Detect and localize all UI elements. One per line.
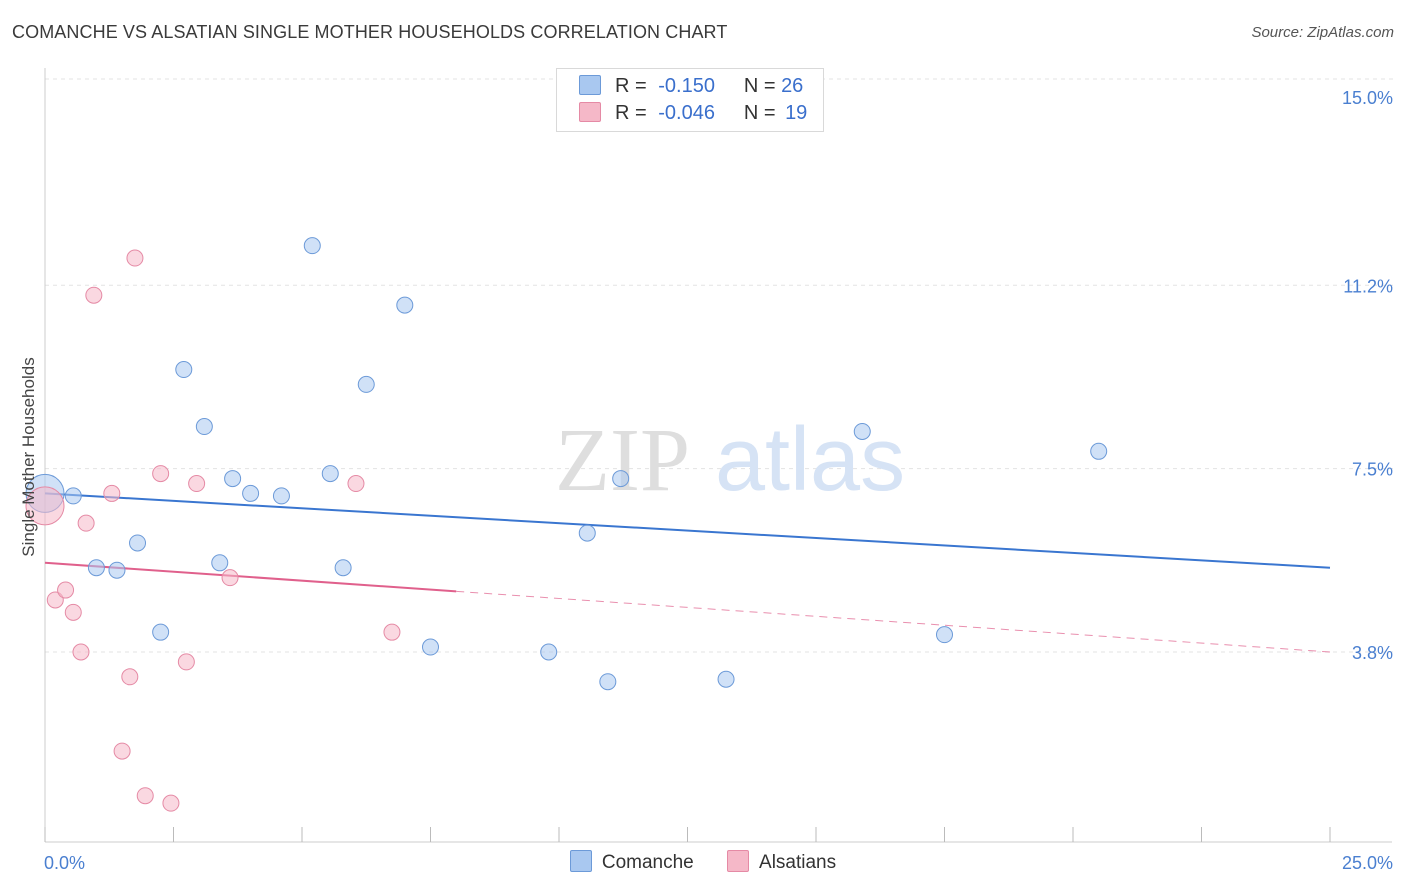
watermark: ZIP atlas [555, 410, 905, 510]
legend-r-label: R = [615, 102, 647, 124]
data-point-comanche [936, 626, 953, 644]
series-legend-label: Comanche [601, 852, 694, 873]
data-point-comanche [717, 670, 735, 688]
series-swatch-alsatians [727, 850, 750, 872]
y-tick-label: 11.2% [1343, 276, 1393, 296]
data-point-alsatians [103, 484, 121, 502]
axes [44, 68, 1392, 843]
data-point-comanche [422, 638, 439, 656]
data-point-alsatians [383, 623, 401, 641]
legend-row-comanche: R = -0.150 N = 26 [579, 75, 803, 101]
watermark-zip: ZIP [555, 411, 690, 510]
data-point-alsatians [188, 475, 206, 493]
data-point-alsatians [57, 581, 75, 599]
grid [45, 78, 1395, 653]
legend-n-label: N = [743, 75, 776, 97]
trend-lines [44, 492, 1331, 653]
data-point-alsatians [136, 787, 154, 805]
data-point-alsatians [85, 286, 103, 304]
data-point-alsatians [221, 569, 239, 587]
trend-line-dashed-alsatians [456, 590, 1331, 653]
data-point-comanche [540, 643, 558, 661]
legend-swatch-alsatians [579, 102, 601, 122]
legend-n-label: N = [743, 102, 776, 124]
y-tick-label: 7.5% [1352, 460, 1393, 480]
legend-r-label: R = [615, 75, 647, 97]
data-point-comanche [612, 470, 630, 488]
data-point-alsatians [126, 249, 144, 267]
watermark-atlas: atlas [715, 410, 905, 510]
series-legend-comanche[interactable]: Comanche [569, 850, 694, 874]
data-point-alsatians [72, 643, 90, 661]
legend-n-value: 19 [785, 102, 808, 124]
data-point-comanche [64, 487, 82, 505]
data-point-comanche [396, 296, 414, 314]
data-point-comanche [334, 559, 352, 577]
legend-n-value: 26 [781, 75, 804, 97]
data-point-comanche [195, 418, 213, 436]
series-legend-alsatians[interactable]: Alsatians [727, 850, 836, 874]
data-point-comanche [175, 361, 193, 379]
data-point-comanche [152, 623, 170, 641]
x-tick-label: 25.0% [1342, 853, 1393, 873]
data-point-comanche [242, 484, 260, 502]
data-point-comanche [321, 465, 339, 483]
data-point-alsatians [64, 603, 82, 621]
data-point-alsatians [121, 668, 139, 686]
data-point-comanche [303, 237, 321, 255]
y-axis-label: Single Mother Households [19, 357, 38, 556]
data-point-comanche [108, 561, 126, 579]
data-point-alsatians [152, 465, 170, 483]
data-point-alsatians [113, 742, 131, 760]
data-point-comanche [129, 534, 147, 552]
source-label: Source: ZipAtlas.com [1251, 24, 1394, 41]
chart-title: COMANCHE VS ALSATIAN SINGLE MOTHER HOUSE… [12, 22, 728, 42]
series-legend-label: Alsatians [759, 852, 837, 873]
correlation-legend: R = -0.150 N = 26 R = -0.046 N = 19 [556, 68, 824, 132]
legend-swatch-comanche [579, 75, 601, 95]
y-tick-label: 15.0% [1342, 88, 1393, 108]
data-point-alsatians [46, 591, 64, 609]
data-point-comanche [853, 422, 871, 440]
data-point-comanche [578, 524, 596, 542]
y-tick-label: 3.8% [1352, 643, 1393, 663]
data-point-comanche [599, 673, 617, 691]
data-point-alsatians [77, 514, 95, 532]
series-legend: Comanche Alsatians [0, 850, 1406, 874]
data-point-alsatians [177, 653, 195, 671]
data-point-comanche [211, 554, 229, 572]
legend-r-value: -0.150 [658, 75, 715, 97]
data-point-alsatians [25, 486, 65, 526]
data-point-comanche [87, 559, 105, 577]
data-point-comanche [272, 487, 290, 505]
x-tick-label: 0.0% [44, 853, 85, 873]
data-points [25, 237, 1108, 812]
tick-labels: 15.0% 11.2% 7.5% 3.8% 0.0% 25.0% [44, 88, 1393, 873]
data-point-comanche [1090, 442, 1108, 460]
legend-r-value: -0.046 [658, 102, 715, 124]
trend-line-comanche [44, 492, 1331, 569]
data-point-comanche [357, 375, 375, 393]
data-point-alsatians [162, 794, 180, 812]
series-swatch-comanche [569, 850, 592, 872]
data-point-comanche [224, 470, 242, 488]
trend-line-alsatians [44, 561, 457, 593]
data-point-alsatians [347, 475, 365, 493]
legend-row-alsatians: R = -0.046 N = 19 [579, 102, 807, 128]
